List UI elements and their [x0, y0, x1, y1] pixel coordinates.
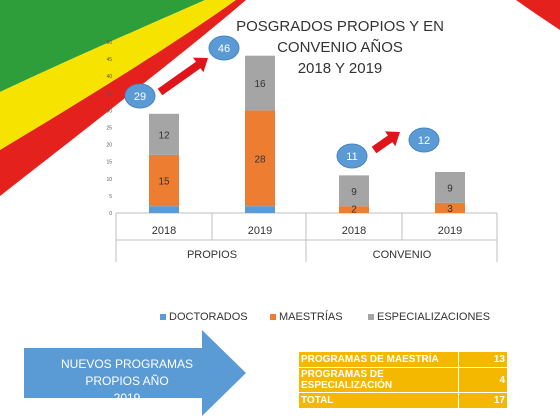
- legend-label: ESPECIALIZACIONES: [377, 311, 491, 323]
- x-tick-label: 2018: [152, 225, 176, 237]
- bar-segment: [435, 202, 465, 213]
- table-cell-label: TOTAL: [298, 392, 459, 409]
- bar-segment: [339, 206, 369, 213]
- table-cell-label: PROGRAMAS DE MAESTRÍA: [298, 351, 459, 368]
- legend-label: MAESTRÍAS: [279, 311, 343, 323]
- banner-text: NUEVOS PROGRAMAS PROPIOS AÑO 2019: [32, 356, 222, 407]
- table-row: PROGRAMAS DE MAESTRÍA 13: [298, 351, 508, 368]
- total-bubble: [408, 127, 440, 153]
- total-bubble: [336, 143, 368, 169]
- chart-legend: DOCTORADOS MAESTRÍAS ESPECIALIZACIONES: [0, 309, 560, 325]
- flag-red-band: [0, 0, 246, 196]
- y-tick-label: 45: [106, 57, 112, 63]
- flag-green-band: [0, 0, 205, 92]
- bar-chart: 0 5 10 15 20 25 30 35 40 45 50 2018 2019 2018 2019 PRO…: [106, 35, 498, 262]
- x-tick-label: 2019: [248, 225, 272, 237]
- total-label: 11: [346, 151, 357, 163]
- bar-segment: [149, 113, 179, 155]
- y-tick-label: 25: [106, 126, 112, 132]
- y-tick-label: 10: [106, 177, 112, 183]
- table-cell-value: 13: [458, 351, 508, 368]
- y-tick-label: 35: [106, 91, 112, 97]
- total-label: 12: [418, 135, 430, 147]
- bar-segment: [435, 171, 465, 203]
- legend-item: MAESTRÍAS: [270, 309, 343, 325]
- group-label: PROPIOS: [187, 249, 237, 261]
- y-tick-label: 0: [109, 211, 112, 217]
- y-tick-label: 15: [106, 160, 112, 166]
- data-label: 3: [447, 204, 453, 215]
- legend-item: ESPECIALIZACIONES: [368, 309, 490, 325]
- total-arrow: [371, 131, 400, 154]
- total-bubble: [124, 83, 156, 109]
- banner-arrow: [24, 330, 246, 416]
- bar-segment: [245, 55, 275, 111]
- bar-segment: [245, 206, 275, 213]
- table-cell-value: 4: [458, 367, 508, 393]
- group-label: CONVENIO: [373, 249, 432, 261]
- x-tick-label: 2018: [342, 225, 366, 237]
- y-tick-label: 40: [106, 74, 112, 80]
- total-label: 29: [134, 91, 146, 103]
- summary-table: PROGRAMAS DE MAESTRÍA 13 PROGRAMAS DE ES…: [298, 351, 508, 409]
- table-row: TOTAL 17: [298, 392, 508, 409]
- y-tick-label: 20: [106, 143, 112, 149]
- table-row: PROGRAMAS DE ESPECIALIZACIÓN 4: [298, 367, 508, 393]
- legend-swatch: [160, 314, 166, 320]
- legend-item: DOCTORADOS: [160, 309, 248, 325]
- data-label: 28: [254, 154, 266, 165]
- data-label: 9: [447, 183, 453, 194]
- flag-yellow-band: [0, 0, 236, 150]
- chart-title-line2: 2018 Y 2019: [297, 60, 383, 77]
- chart-title-line1: POSGRADOS PROPIOS Y EN CONVENIO AÑOS: [236, 18, 444, 56]
- y-tick-label: 5: [109, 194, 112, 200]
- bar-segment: [339, 175, 369, 207]
- y-tick-label: 30: [106, 108, 112, 114]
- chart-title: POSGRADOS PROPIOS Y EN CONVENIO AÑOS 201…: [200, 16, 480, 79]
- total-arrow: [157, 57, 208, 96]
- data-label: 15: [158, 177, 170, 188]
- banner-text-line1: NUEVOS PROGRAMAS PROPIOS AÑO: [60, 357, 194, 388]
- x-tick-label: 2019: [438, 225, 462, 237]
- table-cell-value: 17: [458, 392, 508, 409]
- legend-swatch: [270, 314, 276, 320]
- table-cell-label: PROGRAMAS DE ESPECIALIZACIÓN: [298, 367, 459, 393]
- total-label: 46: [218, 43, 230, 55]
- data-label: 16: [254, 79, 266, 90]
- bar-segment: [245, 110, 275, 207]
- banner-arrow-shape: [24, 330, 246, 416]
- data-label: 2: [351, 205, 357, 216]
- y-tick-label: 50: [106, 40, 112, 46]
- banner-text-line2: 2019: [113, 391, 141, 405]
- bar-segment: [149, 206, 179, 213]
- flag-corner-red: [516, 0, 560, 30]
- data-label: 9: [351, 187, 357, 198]
- total-bubble: [208, 35, 240, 61]
- data-label: 12: [158, 130, 170, 141]
- bar-segment: [149, 154, 179, 207]
- legend-label: DOCTORADOS: [169, 311, 248, 323]
- legend-swatch: [368, 314, 374, 320]
